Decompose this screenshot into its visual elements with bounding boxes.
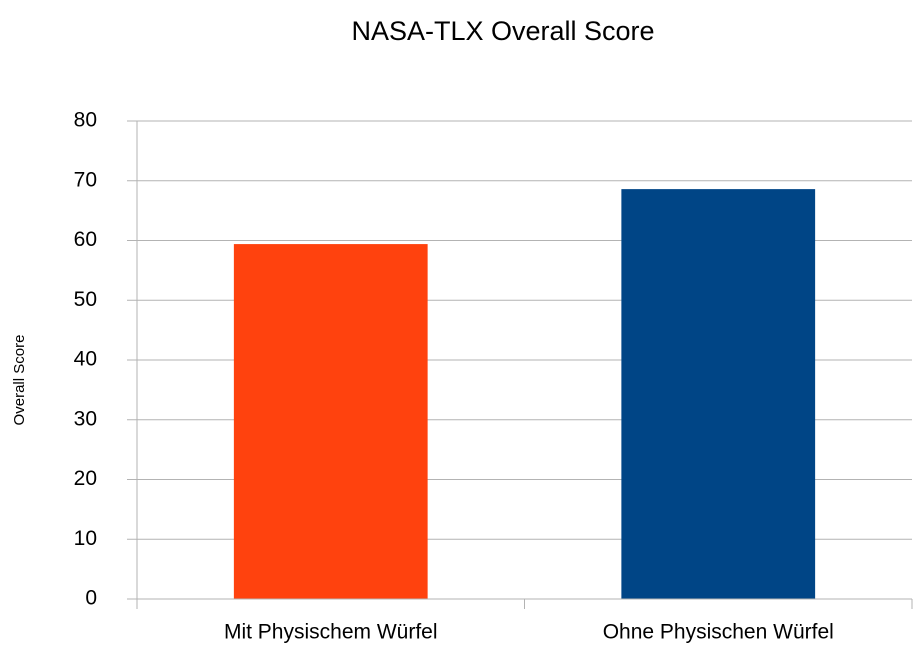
y-tick-label: 60 bbox=[74, 228, 97, 251]
y-tick-label: 70 bbox=[74, 168, 97, 191]
x-tick-label: Ohne Physischen Würfel bbox=[603, 621, 834, 644]
y-tick-label: 20 bbox=[74, 467, 97, 490]
y-tick-label: 10 bbox=[74, 527, 97, 550]
y-axis-label: Overall Score bbox=[11, 335, 28, 426]
y-tick-label: 80 bbox=[74, 109, 97, 132]
bar bbox=[621, 189, 816, 600]
y-tick-label: 30 bbox=[74, 407, 97, 430]
y-tick-label: 40 bbox=[74, 348, 97, 371]
chart-title: NASA-TLX Overall Score bbox=[351, 16, 654, 46]
x-tick-label: Mit Physischem Würfel bbox=[224, 621, 438, 644]
y-tick-label: 50 bbox=[74, 288, 97, 311]
bar bbox=[233, 244, 428, 599]
y-tick-label: 0 bbox=[85, 587, 97, 610]
